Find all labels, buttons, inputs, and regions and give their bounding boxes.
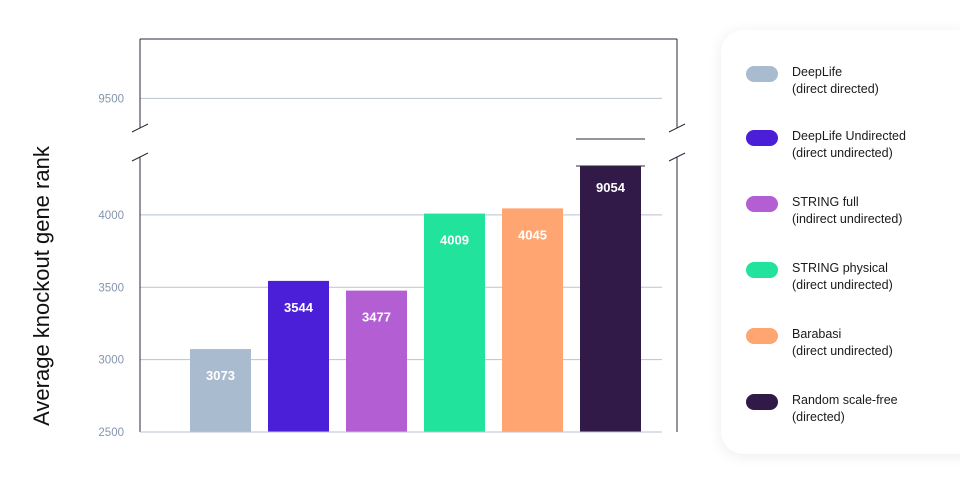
y-tick-label: 2500 (98, 427, 124, 439)
legend-swatch (746, 262, 778, 278)
legend-label: Barabasi (792, 327, 842, 341)
y-tick-label: 3000 (98, 355, 124, 367)
axis-break-mark-right (668, 152, 686, 162)
legend: DeepLife (direct directed) DeepLife Undi… (721, 30, 960, 454)
bar (424, 213, 485, 432)
legend-item-string-full: STRING full (indirect undirected) (746, 194, 902, 228)
bar (190, 349, 251, 432)
legend-label: Random scale-free (792, 393, 898, 407)
bar-chart-svg: 2500 3000 3500 4000 9500 3073 3544 3477 4009 4045… (98, 38, 686, 439)
legend-item-barabasi: Barabasi (direct undirected) (746, 326, 893, 360)
bar (502, 208, 563, 432)
bar-value-label: 9054 (596, 180, 626, 195)
axis-break-mark-left (131, 123, 149, 133)
legend-sublabel: (direct directed) (792, 82, 879, 96)
legend-sublabel: (direct undirected) (792, 146, 893, 160)
y-tick-label: 9500 (98, 93, 124, 105)
legend-sublabel: (direct undirected) (792, 344, 893, 358)
legend-item-deeplife-undirected: DeepLife Undirected (direct undirected) (746, 128, 906, 162)
legend-swatch (746, 196, 778, 212)
legend-sublabel: (direct undirected) (792, 278, 893, 292)
bar-value-label: 4045 (518, 227, 547, 242)
legend-label: STRING physical (792, 261, 888, 275)
axis-break-mark-right (668, 123, 686, 133)
bar (268, 280, 329, 432)
legend-label: STRING full (792, 195, 859, 209)
y-tick-label: 3500 (98, 282, 124, 294)
legend-swatch (746, 66, 778, 82)
legend-label: DeepLife Undirected (792, 129, 906, 143)
legend-label: DeepLife (792, 65, 843, 79)
legend-sublabel: (indirect undirected) (792, 212, 903, 226)
legend-item-string-physical: STRING physical (direct undirected) (746, 260, 893, 294)
legend-swatch (746, 394, 778, 410)
legend-item-random-scale-free: Random scale-free (directed) (746, 392, 898, 426)
axis-break-mark-left (131, 152, 149, 162)
bar-value-label: 3544 (284, 300, 314, 315)
chart: 2500 3000 3500 4000 9500 3073 3544 3477 4009 4045… (29, 38, 686, 439)
y-axis-label: Average knockout gene rank (29, 146, 54, 426)
bar (580, 166, 641, 432)
legend-swatch (746, 328, 778, 344)
legend-item-deeplife: DeepLife (direct directed) (746, 64, 879, 98)
y-tick-label: 4000 (98, 210, 124, 222)
bar-value-label: 3477 (362, 310, 391, 325)
legend-sublabel: (directed) (792, 410, 845, 424)
bar-value-label: 4009 (440, 233, 469, 248)
bar-value-label: 3073 (206, 368, 235, 383)
bar (346, 290, 407, 432)
legend-swatch (746, 130, 778, 146)
